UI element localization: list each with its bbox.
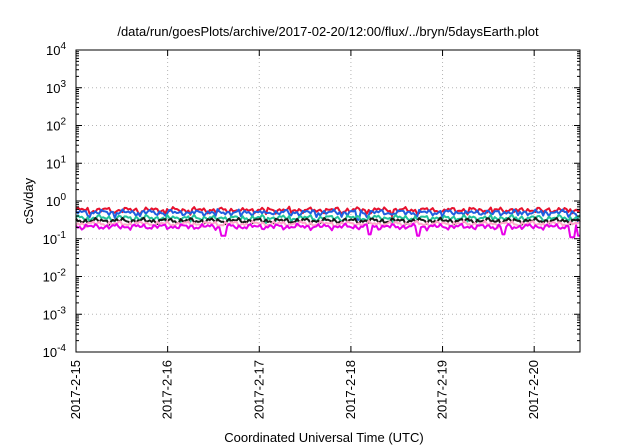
y-tick-label: 10-1 [43,230,67,247]
y-tick-label: 10-4 [43,343,67,360]
grid-lines [76,50,580,352]
y-axis-title: cSv/day [21,177,36,224]
y-tick-label: 103 [46,79,66,96]
y-tick-labels: 10-4 10-3 10-2 10-1 100 101 102 103 104 [43,41,67,360]
series-line [75,222,580,239]
series-line [75,208,580,223]
x-tick-label: 2017-2-19 [435,360,450,419]
y-tick-label: 100 [46,192,66,209]
x-axis-title: Coordinated Universal Time (UTC) [224,430,423,445]
x-tick-label: 2017-2-18 [343,360,358,419]
series-line [75,219,581,229]
y-tick-label: 101 [46,154,66,171]
series-group [75,205,581,239]
x-tick-labels: 2017-2-15 2017-2-16 2017-2-17 2017-2-18 2017… [68,360,541,419]
y-tick-label: 104 [46,41,66,58]
y-tick-label: 10-3 [43,305,67,322]
x-tick-label: 2017-2-16 [160,360,175,419]
y-tick-label: 10-2 [43,268,67,285]
axis-ticks [75,49,580,353]
series-line [75,216,581,226]
y-tick-label: 102 [46,117,66,134]
x-tick-label: 2017-2-20 [526,360,541,419]
x-tick-label: 2017-2-17 [251,360,266,419]
x-tick-label: 2017-2-15 [68,360,83,419]
chart-title: /data/run/goesPlots/archive/2017-02-20/1… [117,24,539,39]
